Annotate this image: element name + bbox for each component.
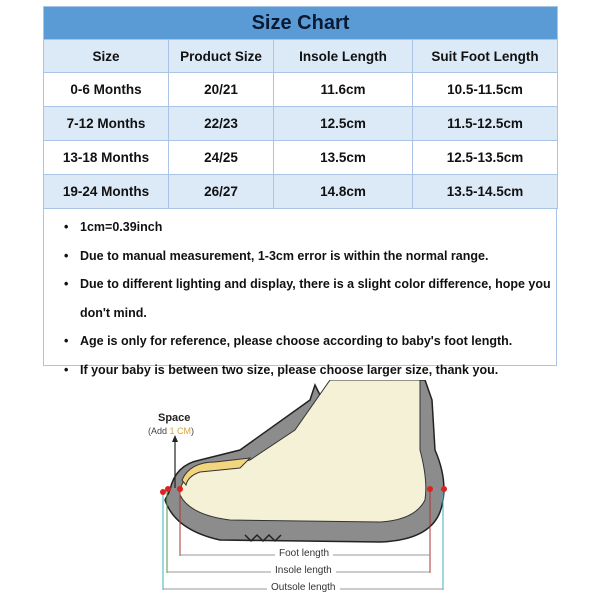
note: Age is only for reference, please choose…: [60, 327, 556, 356]
cell: 22/23: [168, 106, 274, 141]
cell: 26/27: [168, 174, 274, 209]
cell: 20/21: [168, 72, 274, 107]
cell: 19-24 Months: [43, 174, 169, 209]
table-row: 13-18 Months 24/25 13.5cm 12.5-13.5cm: [43, 140, 558, 175]
notes-list: 1cm=0.39inch Due to manual measurement, …: [43, 209, 557, 384]
size-chart: Size Chart Size Product Size Insole Leng…: [43, 6, 558, 384]
note: If your baby is between two size, please…: [60, 356, 556, 385]
foot-length-label: Foot length: [275, 548, 334, 559]
cell: 12.5cm: [273, 106, 413, 141]
add-prefix: (Add: [148, 426, 170, 436]
table-row: 7-12 Months 22/23 12.5cm 11.5-12.5cm: [43, 106, 558, 141]
column-header: Product Size: [168, 39, 274, 73]
header-row: Size Product Size Insole Length Suit Foo…: [43, 39, 558, 73]
note: 1cm=0.39inch: [60, 213, 556, 242]
cell: 11.6cm: [273, 72, 413, 107]
cell: 13.5-14.5cm: [412, 174, 558, 209]
column-header: Size: [43, 39, 169, 73]
column-header: Insole Length: [273, 39, 413, 73]
column-header: Suit Foot Length: [412, 39, 558, 73]
cell: 11.5-12.5cm: [412, 106, 558, 141]
cell: 14.8cm: [273, 174, 413, 209]
outsole-length-label: Outsole length: [267, 582, 340, 593]
table-row: 19-24 Months 26/27 14.8cm 13.5-14.5cm: [43, 174, 558, 209]
cell: 13-18 Months: [43, 140, 169, 175]
cell: 12.5-13.5cm: [412, 140, 558, 175]
add-suffix: ): [191, 426, 195, 436]
note: Due to manual measurement, 1-3cm error i…: [60, 242, 556, 271]
cell: 13.5cm: [273, 140, 413, 175]
size-table: Size Chart Size Product Size Insole Leng…: [43, 6, 558, 209]
note-continued: don't mind.: [80, 305, 147, 320]
cell: 10.5-11.5cm: [412, 72, 558, 107]
add-space-note: (Add 1 CM): [148, 426, 194, 436]
table-title: Size Chart: [43, 6, 558, 40]
foot-measurement-diagram: Space (Add 1 CM) Foot length Insole leng…: [130, 379, 460, 600]
cell: 24/25: [168, 140, 274, 175]
insole-length-label: Insole length: [271, 565, 336, 576]
space-label: Space: [158, 412, 191, 424]
shoe-illustration: [160, 379, 447, 590]
cell: 7-12 Months: [43, 106, 169, 141]
table-row: 0-6 Months 20/21 11.6cm 10.5-11.5cm: [43, 72, 558, 107]
add-value: 1 CM: [169, 426, 192, 436]
note: Due to different lighting and display, t…: [60, 270, 556, 299]
cell: 0-6 Months: [43, 72, 169, 107]
